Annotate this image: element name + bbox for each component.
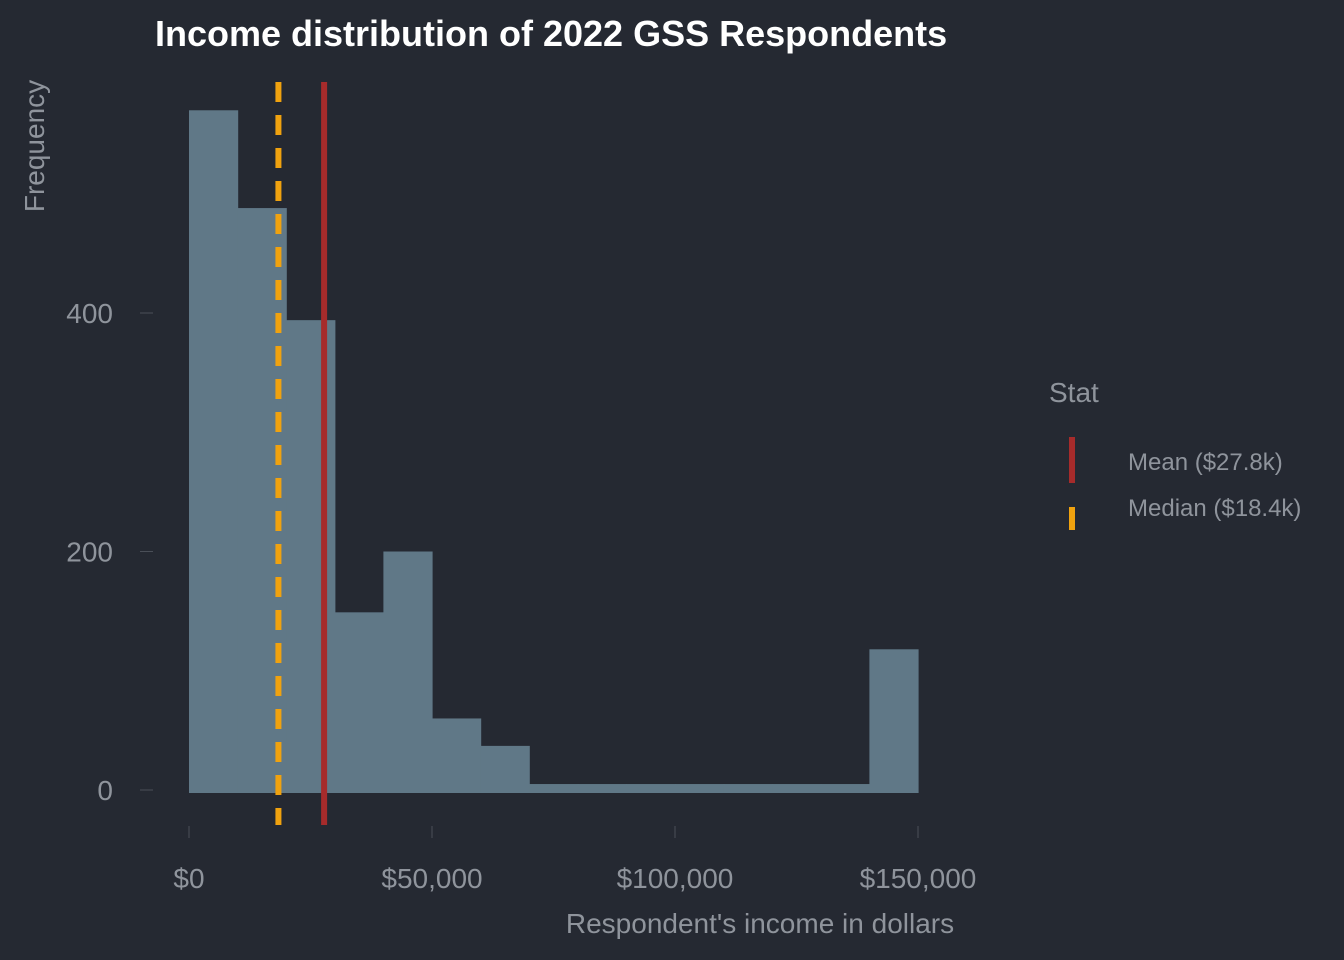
histogram-bar-13 — [820, 784, 870, 793]
histogram-bar-3 — [334, 612, 384, 793]
histogram-bars — [189, 110, 919, 793]
legend-label-mean: Mean ($27.8k) — [1128, 449, 1283, 476]
histogram-bar-0 — [189, 110, 239, 793]
histogram-bar-10 — [675, 784, 725, 793]
histogram-bar-8 — [577, 784, 627, 793]
chart-title: Income distribution of 2022 GSS Responde… — [155, 13, 947, 54]
y-axis-title: Frequency — [19, 80, 50, 212]
histogram-bar-6 — [480, 745, 530, 793]
histogram-bar-14 — [869, 649, 919, 793]
x-tick-label-3: $150,000 — [860, 863, 977, 894]
x-tick-label-0: $0 — [173, 863, 204, 894]
stat-lines — [275, 82, 328, 825]
histogram-bar-5 — [432, 718, 482, 793]
legend-title: Stat — [1049, 377, 1099, 408]
histogram-bar-2 — [286, 320, 336, 793]
x-tick-label-2: $100,000 — [617, 863, 734, 894]
histogram-bar-11 — [723, 784, 773, 793]
histogram-bar-9 — [626, 784, 676, 793]
y-tick-label-2: 400 — [66, 298, 113, 329]
legend-items: Mean ($27.8k) Median ($18.4k) — [1069, 437, 1301, 530]
y-tick-label-0: 0 — [97, 775, 113, 806]
histogram-bar-4 — [383, 551, 433, 793]
y-tick-label-1: 200 — [66, 537, 113, 568]
histogram-bar-12 — [772, 784, 822, 793]
x-axis: $0 $50,000 $100,000 $150,000 — [173, 826, 976, 894]
y-axis: 0 200 400 — [66, 298, 153, 806]
x-tick-label-1: $50,000 — [381, 863, 482, 894]
legend-label-median: Median ($18.4k) — [1128, 495, 1301, 522]
legend: Stat Mean ($27.8k) Median ($18.4k) — [1049, 377, 1301, 530]
x-axis-title: Respondent's income in dollars — [566, 908, 954, 939]
histogram-bar-7 — [529, 784, 579, 793]
